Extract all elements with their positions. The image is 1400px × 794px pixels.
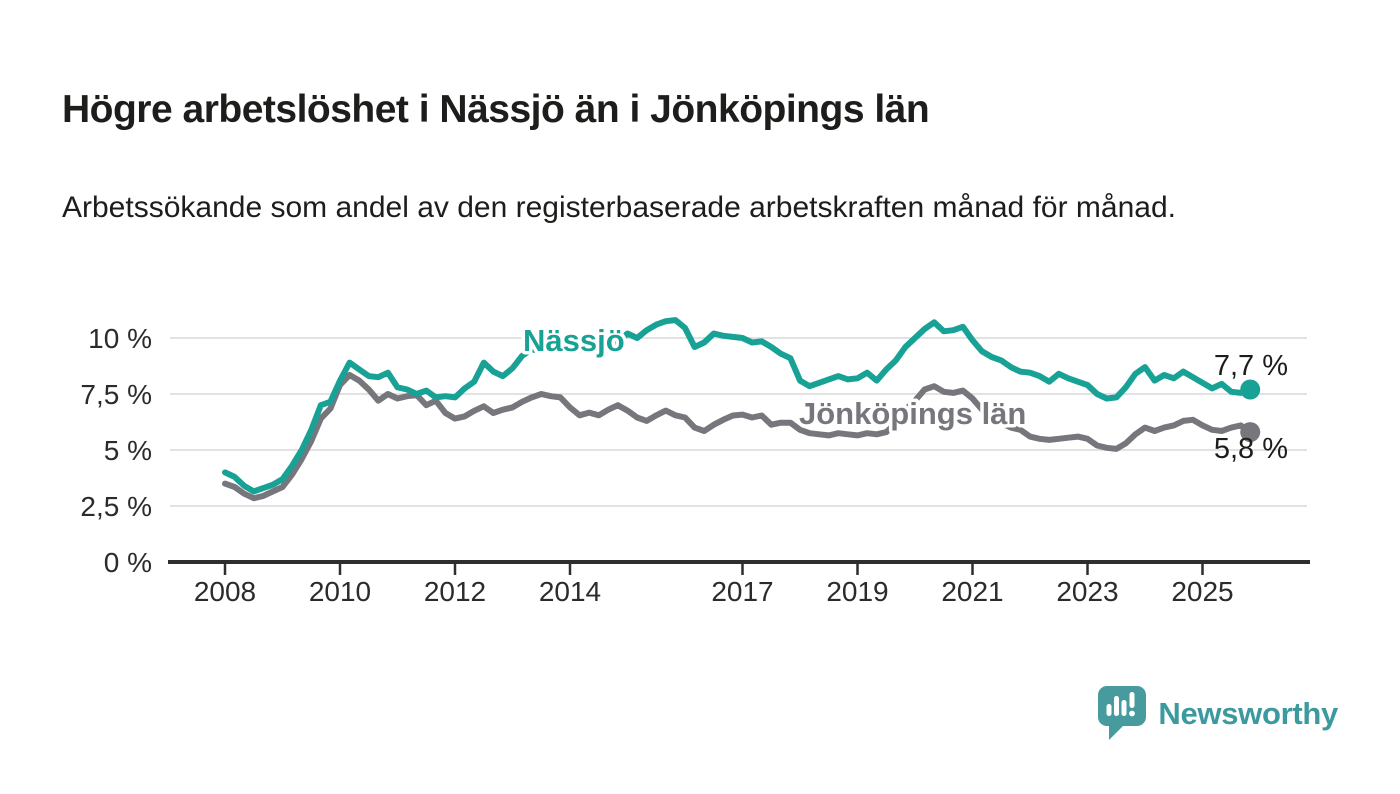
end-value-labels: 7,7 % 5,8 % bbox=[1214, 350, 1288, 465]
y-axis-tick-labels: 0 % 2,5 % 5 % 7,5 % 10 % bbox=[80, 323, 152, 578]
x-tick-2023: 2023 bbox=[1056, 576, 1118, 607]
series-label-nassjo: Nässjö bbox=[523, 323, 625, 358]
series-inline-labels: Nässjö Jönköpings län bbox=[520, 320, 1030, 435]
y-tick-2-5: 2,5 % bbox=[80, 491, 152, 522]
x-tick-2017: 2017 bbox=[711, 576, 773, 607]
series-label-jonkoping: Jönköpings län bbox=[799, 396, 1026, 431]
y-tick-0: 0 % bbox=[104, 547, 152, 578]
x-axis-tick-labels: 2008 2010 2012 2014 2017 2019 2021 2023 … bbox=[194, 576, 1234, 607]
gridlines bbox=[170, 337, 1307, 507]
y-tick-5: 5 % bbox=[104, 435, 152, 466]
x-tick-2021: 2021 bbox=[941, 576, 1003, 607]
newsworthy-brand: Newsworthy bbox=[1098, 686, 1338, 742]
chart-subtitle: Arbetssökande som andel av den registerb… bbox=[62, 191, 1176, 224]
end-dot-nassjo bbox=[1240, 379, 1261, 400]
end-value-jonkoping: 5,8 % bbox=[1214, 433, 1288, 465]
page-title: Högre arbetslöshet i Nässjö än i Jönköpi… bbox=[62, 88, 930, 132]
newsworthy-wordmark: Newsworthy bbox=[1158, 696, 1338, 731]
newsworthy-logo-icon bbox=[1098, 686, 1147, 740]
x-axis bbox=[168, 560, 1310, 575]
x-tick-2019: 2019 bbox=[826, 576, 888, 607]
x-tick-2008: 2008 bbox=[194, 576, 256, 607]
x-tick-2012: 2012 bbox=[424, 576, 486, 607]
x-tick-2010: 2010 bbox=[309, 576, 371, 607]
y-tick-10: 10 % bbox=[88, 323, 152, 354]
end-value-nassjo: 7,7 % bbox=[1214, 350, 1288, 382]
x-tick-2014: 2014 bbox=[539, 576, 601, 607]
x-tick-2025: 2025 bbox=[1171, 576, 1233, 607]
series-lines bbox=[222, 317, 1261, 502]
y-tick-7-5: 7,5 % bbox=[80, 379, 152, 410]
end-dot-jonkoping bbox=[1240, 422, 1261, 443]
line-nassjo bbox=[222, 317, 1254, 495]
line-jonkoping bbox=[222, 372, 1254, 502]
